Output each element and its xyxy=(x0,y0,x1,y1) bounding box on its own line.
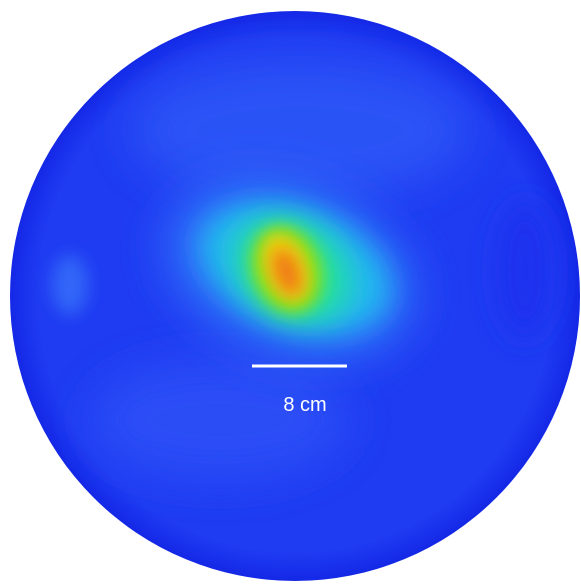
scale-label: 8 cm xyxy=(283,394,326,416)
heatmap-image: 8 cm xyxy=(0,0,581,586)
dark-region xyxy=(495,200,555,340)
page: {"scale_bar": {"label": "8 cm"}} 8 cm ((… xyxy=(0,0,581,586)
light-region xyxy=(90,360,350,480)
light-region xyxy=(52,255,88,315)
light-region xyxy=(130,60,470,200)
